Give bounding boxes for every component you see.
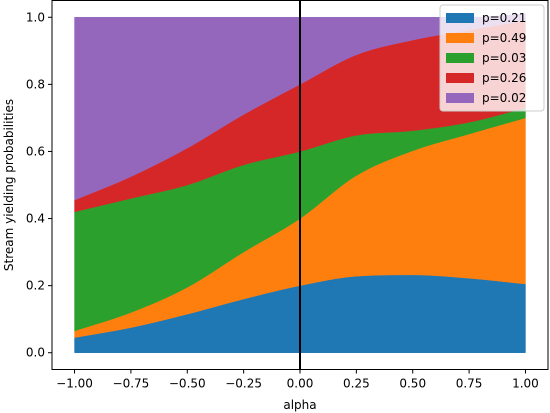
x-axis-label: alpha <box>283 398 316 412</box>
y-axis: 0.0 0.2 0.4 0.6 0.8 1.0 <box>26 10 52 360</box>
legend-label: p=0.02 <box>482 91 526 105</box>
legend-swatch <box>446 53 474 63</box>
legend-label: p=0.03 <box>482 51 526 65</box>
legend-swatch <box>446 73 474 83</box>
legend-label: p=0.26 <box>482 71 526 85</box>
y-tick-label: 0.0 <box>26 346 45 360</box>
x-tick-label: 0.50 <box>399 377 426 391</box>
x-tick-label: 0.00 <box>287 377 314 391</box>
y-tick-label: 1.0 <box>26 10 45 24</box>
x-tick-label: −0.25 <box>225 377 262 391</box>
y-axis-label: Stream yielding probabilities <box>2 99 16 271</box>
y-tick-label: 0.2 <box>26 279 45 293</box>
x-tick-label: −1.00 <box>56 377 93 391</box>
legend-box <box>439 4 545 112</box>
x-tick-label: −0.75 <box>113 377 150 391</box>
legend-swatch <box>446 93 474 103</box>
x-tick-label: 0.25 <box>343 377 370 391</box>
legend-label: p=0.21 <box>482 11 526 25</box>
x-axis: −1.00 −0.75 −0.50 −0.25 0.00 0.25 0.50 0.75 1.00 <box>56 369 539 391</box>
legend-swatch <box>446 13 474 23</box>
x-tick-label: 1.00 <box>512 377 539 391</box>
y-tick-label: 0.6 <box>26 144 45 158</box>
legend-label: p=0.49 <box>482 31 526 45</box>
y-tick-label: 0.4 <box>26 212 45 226</box>
legend-swatch <box>446 33 474 43</box>
legend: p=0.21 p=0.49 p=0.03 p=0.26 p=0.02 <box>439 4 545 112</box>
y-tick-label: 0.8 <box>26 77 45 91</box>
x-tick-label: 0.75 <box>456 377 483 391</box>
x-tick-label: −0.50 <box>169 377 206 391</box>
